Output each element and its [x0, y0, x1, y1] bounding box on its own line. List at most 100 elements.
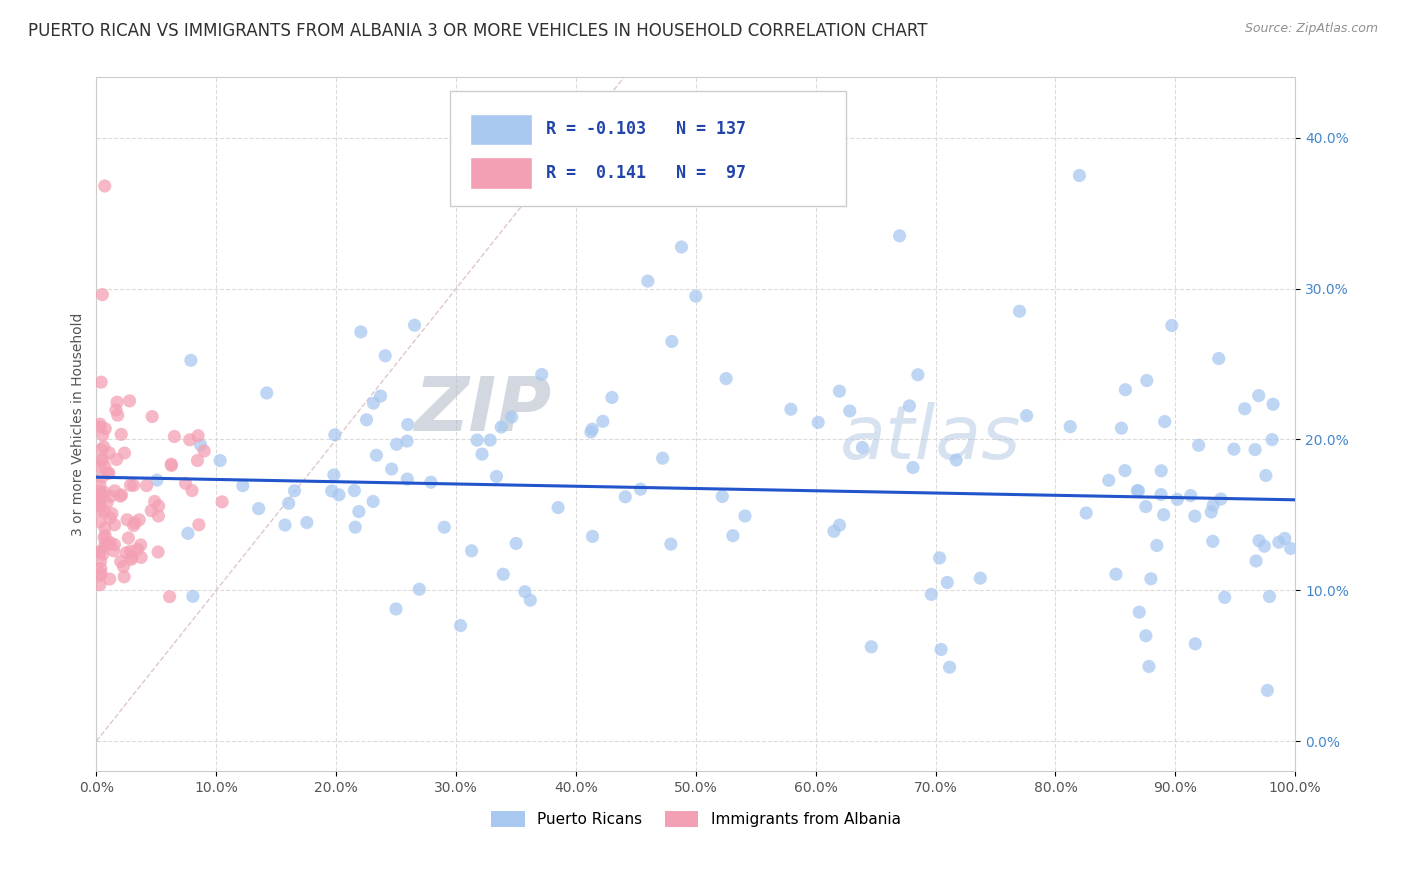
Point [1199, 505, 1222, 519]
Point [659, 537, 682, 551]
Point [734, 508, 756, 523]
Point [385, 602, 408, 616]
Point [907, 368, 929, 382]
Point [1069, 169, 1091, 183]
Point [89, 459, 111, 474]
Point [124, 516, 146, 530]
Point [600, 391, 623, 405]
Point [93, 485, 115, 500]
Point [122, 478, 145, 492]
Point [163, 429, 186, 443]
Point [247, 501, 270, 516]
Point [1166, 492, 1188, 507]
Point [90, 453, 112, 467]
Point [89, 503, 111, 517]
Point [93, 179, 115, 194]
Point [174, 476, 197, 491]
Point [112, 570, 135, 584]
Point [343, 483, 366, 498]
Point [114, 446, 136, 460]
Point [94, 528, 117, 542]
Point [98, 535, 121, 549]
Point [685, 289, 707, 303]
Point [93, 531, 115, 545]
Point [1126, 483, 1149, 498]
Point [91, 428, 114, 442]
Point [135, 478, 157, 492]
Point [828, 518, 851, 533]
Point [181, 590, 204, 604]
Point [807, 416, 830, 430]
Point [141, 503, 163, 517]
Point [91, 470, 114, 484]
Point [1202, 498, 1225, 512]
FancyBboxPatch shape [471, 157, 531, 189]
Point [146, 473, 169, 487]
Point [186, 453, 208, 467]
Point [118, 393, 141, 408]
Point [385, 437, 408, 451]
Point [505, 536, 527, 550]
Point [711, 490, 734, 504]
Point [1135, 629, 1157, 643]
Point [860, 640, 883, 654]
Point [159, 590, 181, 604]
Point [89, 499, 111, 513]
Point [89, 577, 111, 591]
Point [396, 472, 419, 486]
Point [89, 490, 111, 504]
Point [108, 489, 131, 503]
Point [179, 433, 201, 447]
Point [193, 444, 215, 458]
Point [91, 452, 114, 467]
Point [361, 494, 384, 508]
Point [851, 441, 873, 455]
Point [90, 442, 112, 457]
Point [127, 542, 149, 557]
Point [1244, 554, 1267, 568]
Point [148, 508, 170, 523]
Point [97, 466, 120, 480]
Point [121, 550, 143, 565]
Point [110, 427, 132, 442]
Point [177, 526, 200, 541]
Point [530, 368, 553, 382]
Point [187, 428, 209, 442]
Point [1256, 683, 1278, 698]
Point [1111, 421, 1133, 435]
Point [232, 478, 254, 492]
Point [103, 543, 125, 558]
Point [347, 505, 370, 519]
Point [1153, 508, 1175, 522]
Point [101, 507, 124, 521]
Point [322, 467, 344, 482]
Point [115, 546, 138, 560]
Point [579, 425, 602, 439]
Point [581, 422, 603, 436]
Point [671, 240, 693, 254]
Point [89, 489, 111, 503]
Point [89, 420, 111, 434]
Point [1247, 533, 1270, 548]
Point [295, 516, 318, 530]
Point [1258, 590, 1281, 604]
Point [122, 518, 145, 533]
Point [112, 559, 135, 574]
Point [89, 515, 111, 529]
Point [89, 545, 111, 559]
Point [969, 571, 991, 585]
Point [901, 460, 924, 475]
Point [581, 529, 603, 543]
Point [363, 396, 385, 410]
Point [471, 447, 494, 461]
Point [513, 584, 536, 599]
Point [547, 500, 569, 515]
Point [1223, 442, 1246, 457]
Point [181, 483, 204, 498]
Point [433, 520, 456, 534]
Point [485, 469, 508, 483]
Point [1059, 419, 1081, 434]
Point [89, 568, 111, 582]
Point [96, 495, 118, 509]
Text: R = -0.103   N = 137: R = -0.103 N = 137 [546, 120, 747, 138]
